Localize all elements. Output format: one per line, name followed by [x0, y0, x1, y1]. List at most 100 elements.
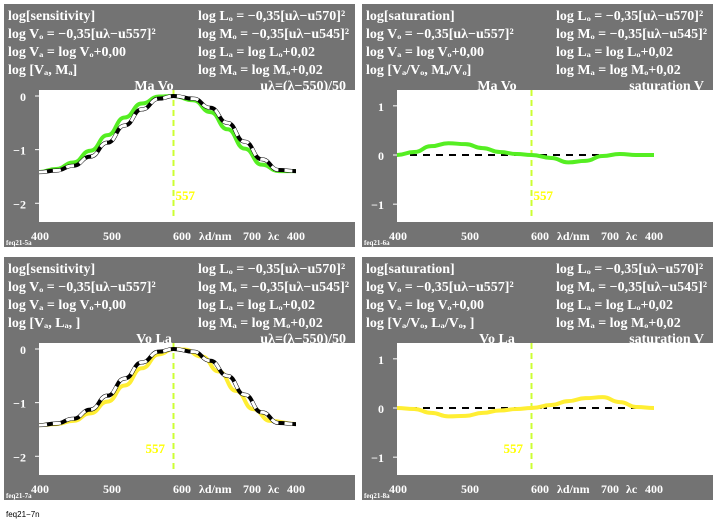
small-table-line: Mₒ=−0,02 Mₐ=−0,00	[257, 174, 325, 183]
legend-right-line: log Lₐ = log Lₒ+0,02	[198, 298, 315, 313]
x-axis-label: λd/nm	[557, 229, 590, 243]
small-table-line: Lₒ=−0,02 Lₐ=−0,00	[257, 154, 321, 163]
peak-label: Ma Vo	[477, 79, 516, 94]
x-tick-label: 400	[389, 229, 407, 243]
chart-panel-saturation-la: log[saturation] log Vₒ = −0,35[uλ−u557]² l…	[362, 257, 713, 500]
y-tick-label: 0	[20, 343, 26, 357]
chart-svg: log[sensitivity] log Vₒ = −0,35[uλ−u557]²…	[6, 9, 355, 247]
x-tick-label: 400	[645, 229, 663, 243]
x-tick-label: 700	[243, 229, 261, 243]
y-tick-label: 1	[378, 100, 384, 114]
x-axis-label-2: λc	[268, 482, 280, 496]
legend-left-line: log Vₒ = −0,35[uλ−u557]²	[8, 27, 156, 42]
small-table-line: Mₒ=−0,02 Mₐ=−0,00	[257, 427, 325, 436]
marker-label-557: 557	[533, 188, 553, 203]
y-tick-label: −1	[371, 451, 384, 465]
ec-label: 495Ec	[590, 210, 617, 221]
small-table-line: 557:	[257, 144, 272, 153]
y-tick-label: −2	[13, 450, 26, 464]
legend-right-line: log Mₐ = log Mₒ+0,02	[556, 316, 681, 331]
x-axis-label: λd/nm	[199, 229, 232, 243]
adaptation-line: tₛ=0.04	[661, 139, 704, 154]
legend-left-line: log Vₒ = −0,35[uλ−u557]²	[366, 27, 514, 42]
series-line-vo	[38, 347, 297, 427]
x-tick-label: 700	[601, 482, 619, 496]
x-tick-label: 500	[103, 482, 121, 496]
small-table-line: Vₒ=−0,00 Vₐ=−0,00	[257, 164, 321, 173]
marker-label-545: 545	[137, 204, 157, 219]
legend-left-line: log Vₒ = −0,35[uλ−u557]²	[8, 280, 156, 295]
x-tick-label: 400	[31, 229, 49, 243]
y-tick-label: −1	[371, 198, 384, 212]
peak-label: Vo La	[136, 332, 172, 347]
saturation-title: saturation V	[629, 332, 704, 347]
panel-caption: feq21-8a	[364, 492, 390, 500]
x-tick-label: 400	[31, 482, 49, 496]
legend-right-line: log Mₐ = log Mₒ+0,02	[556, 63, 681, 78]
y-tick-label: −1	[13, 144, 26, 158]
legend-right-line: log Lₐ = log Lₒ+0,02	[556, 45, 673, 60]
ec-label: 565Ec	[282, 210, 309, 221]
x-tick-label: 700	[601, 229, 619, 243]
ec-label: 565Ec	[640, 463, 667, 474]
x-axis-label-2: λc	[626, 482, 638, 496]
legend-right-line: log Mₒ = −0,35[uλ−u545]²	[198, 280, 349, 295]
legend-left-line: log Vₐ = log Vₒ+0,00	[366, 45, 484, 60]
legend-left-line: log Vₐ = log Vₒ+0,00	[366, 298, 484, 313]
legend-right-line: log Lₐ = log Lₒ+0,02	[556, 298, 673, 313]
legend-right-line: log Lₒ = −0,35[uλ−u570]²	[198, 262, 345, 277]
legend-right-line: log Mₐ = log Mₒ+0,02	[198, 63, 323, 78]
legend-right-line: log Mₒ = −0,35[uλ−u545]²	[556, 27, 707, 42]
x-axis-label: λd/nm	[557, 482, 590, 496]
saturation-title: saturation V	[629, 79, 704, 94]
series-line-lavo	[396, 395, 655, 419]
legend-right-line: log Lₒ = −0,35[uλ−u570]²	[556, 262, 703, 277]
legend-left-line: log Vₒ = −0,35[uλ−u557]²	[366, 280, 514, 295]
y-tick-label: 1	[378, 353, 384, 367]
adaptation-line: adaptation	[639, 356, 704, 371]
panel-caption: feq21-5a	[6, 239, 32, 247]
legend-right-line: log Mₐ = log Mₒ+0,02	[198, 316, 323, 331]
marker-label-545: 545	[495, 204, 515, 219]
chart-panel-saturation-ma: log[saturation] log Vₒ = −0,35[uλ−u557]² l…	[362, 4, 713, 247]
legend-left-line: log[saturation]	[366, 9, 455, 24]
adaptation-line: tₛ=0.04	[661, 392, 704, 407]
marker-label-570: 570	[187, 457, 207, 472]
small-table-line: Lₒ=−0,02 Lₐ=−0,00	[257, 407, 321, 416]
legend-right-line: log Mₒ = −0,35[uλ−u545]²	[556, 280, 707, 295]
x-tick-label: 500	[461, 482, 479, 496]
legend-right-line: log Lₒ = −0,35[uλ−u570]²	[556, 9, 703, 24]
chart-svg: log[sensitivity] log Vₒ = −0,35[uλ−u557]²…	[6, 262, 355, 500]
legend-left-line: log[sensitivity]	[8, 9, 95, 24]
chart-panel-sensitivity-ma: log[sensitivity] log Vₒ = −0,35[uλ−u557]²…	[4, 4, 355, 247]
series-line-vo	[38, 94, 297, 174]
chart-svg: log[saturation] log Vₒ = −0,35[uλ−u557]² l…	[364, 262, 713, 500]
legend-left-line: log[sensitivity]	[8, 262, 95, 277]
legend-left-line: log [Vₐ/Vₒ, Lₐ/Vₒ, ]	[366, 316, 474, 331]
x-tick-label: 600	[531, 482, 549, 496]
x-tick-label: 600	[173, 229, 191, 243]
panel-caption: feq21-7a	[6, 492, 32, 500]
marker-label-557: 557	[175, 188, 195, 203]
adaptation-line: adaptation	[639, 103, 704, 118]
legend-left-line: log [Vₐ, Mₐ]	[8, 63, 77, 78]
legend-left-line: log Vₐ = log Vₒ+0,00	[8, 45, 126, 60]
adaptation-line: adaptation	[281, 356, 346, 371]
adaptation-line: L&M: 557	[641, 374, 704, 389]
ec-label: 495Ec	[590, 463, 617, 474]
y-tick-label: −1	[13, 397, 26, 411]
adaptation-line: L&M: 557	[283, 374, 346, 389]
adaptation-line: tₛ=0.04	[303, 139, 346, 154]
marker-label-557: 557	[145, 441, 165, 456]
y-tick-label: −2	[13, 197, 26, 211]
adaptation-line: adaptation	[281, 103, 346, 118]
chart-panel-sensitivity-la: log[sensitivity] log Vₒ = −0,35[uλ−u557]²…	[4, 257, 355, 500]
x-tick-label: 600	[173, 482, 191, 496]
x-tick-label: 400	[287, 482, 305, 496]
x-tick-label: 400	[287, 229, 305, 243]
ec-label: 495Ec	[232, 210, 259, 221]
x-tick-label: 700	[243, 482, 261, 496]
x-tick-label: 400	[645, 482, 663, 496]
y-tick-label: 0	[378, 149, 384, 163]
small-table-line: 557:	[257, 397, 272, 406]
